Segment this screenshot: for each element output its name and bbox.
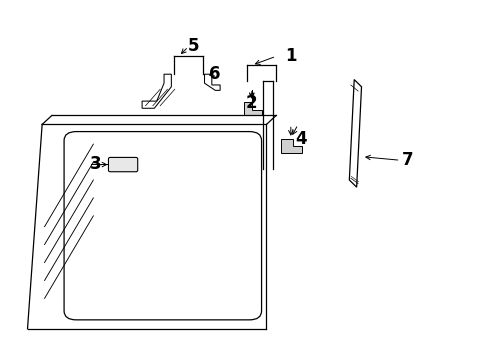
Text: 1: 1 — [285, 47, 296, 65]
FancyBboxPatch shape — [64, 132, 261, 320]
Polygon shape — [243, 102, 261, 116]
Polygon shape — [204, 74, 220, 90]
Polygon shape — [348, 80, 361, 187]
Text: 6: 6 — [209, 65, 221, 83]
Polygon shape — [142, 74, 171, 108]
Text: 2: 2 — [245, 94, 257, 112]
Text: 7: 7 — [401, 151, 413, 169]
Text: 3: 3 — [90, 155, 102, 173]
Text: 4: 4 — [294, 130, 306, 148]
FancyBboxPatch shape — [108, 157, 138, 172]
Polygon shape — [281, 139, 302, 153]
Text: 5: 5 — [187, 36, 199, 54]
